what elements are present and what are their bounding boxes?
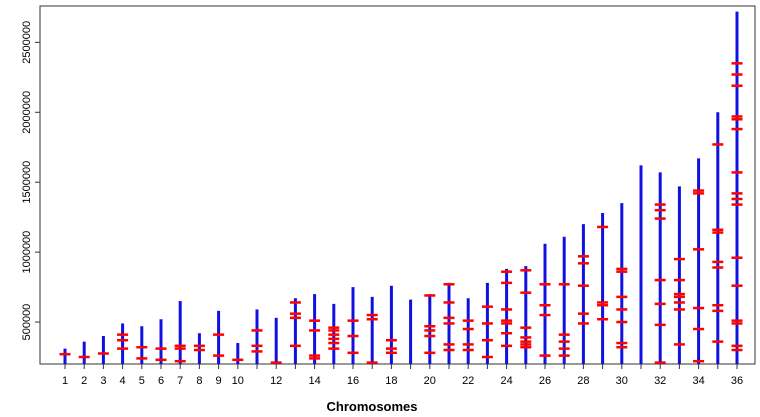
x-tick-label: 34 (692, 375, 704, 387)
x-tick-label: 14 (308, 375, 320, 387)
x-tick-label: 28 (577, 375, 589, 387)
x-tick-label: 20 (424, 375, 436, 387)
x-tick-label: 6 (158, 375, 164, 387)
x-axis: 1 2 3 4 5 6 7 8 9 10 12 14 16 18 20 22 24 26 28 30 32 34 36 (62, 364, 743, 387)
x-tick-label: 4 (120, 375, 126, 387)
y-tick-label: 500000 (21, 304, 33, 341)
x-tick-label: 12 (270, 375, 282, 387)
plot-frame (39, 5, 756, 365)
x-tick-label: 22 (462, 375, 474, 387)
x-tick-label: 30 (616, 375, 628, 387)
x-tick-label: 5 (139, 375, 145, 387)
x-tick-label: 9 (216, 375, 222, 387)
x-axis-title: Chromosomes (326, 399, 417, 414)
y-tick-label: 2500000 (21, 21, 33, 64)
y-tick-label: 1000000 (21, 231, 33, 274)
x-tick-label: 24 (500, 375, 512, 387)
y-tick-label: 1500000 (21, 161, 33, 204)
y-tick-label: 2000000 (21, 91, 33, 134)
x-tick-label: 26 (539, 375, 551, 387)
chromosome-bars (63, 11, 739, 364)
x-tick-label: 16 (347, 375, 359, 387)
x-tick-label: 32 (654, 375, 666, 387)
x-tick-label: 7 (177, 375, 183, 387)
x-tick-label: 2 (81, 375, 87, 387)
x-tick-label: 8 (196, 375, 202, 387)
chromosome-markers (59, 62, 743, 364)
x-tick-label: 10 (232, 375, 244, 387)
x-tick-label: 18 (385, 375, 397, 387)
y-axis: 500000 1000000 1500000 2000000 2500000 (21, 21, 40, 340)
x-tick-label: 3 (100, 375, 106, 387)
x-tick-label: 1 (62, 375, 68, 387)
x-tick-label: 36 (731, 375, 743, 387)
